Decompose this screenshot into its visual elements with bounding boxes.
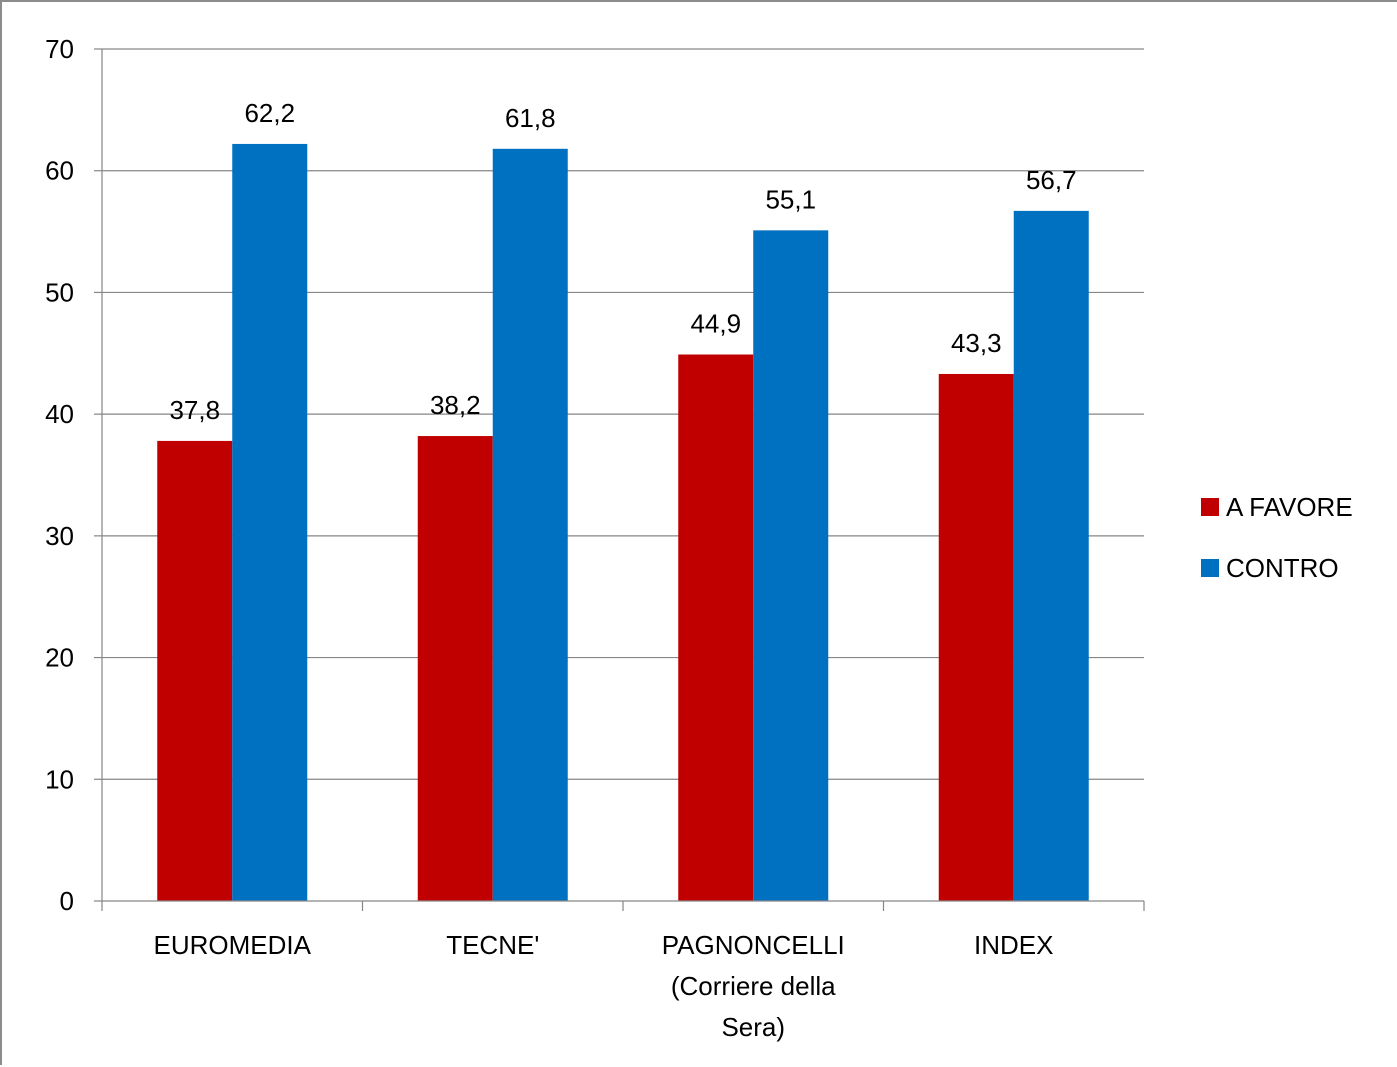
- x-category-label: (Corriere della: [671, 971, 836, 1001]
- x-category-label: Sera): [721, 1012, 785, 1042]
- data-label: 62,2: [244, 98, 295, 128]
- y-tick-label: 0: [60, 886, 74, 916]
- bar-contro-3: [753, 230, 829, 902]
- data-label: 44,9: [690, 309, 741, 339]
- y-tick-label: 30: [45, 521, 74, 551]
- x-category-label: INDEX: [974, 930, 1053, 960]
- data-label: 55,1: [765, 184, 816, 214]
- bar-a-favore-2: [417, 436, 493, 901]
- bar-contro-2: [492, 148, 568, 901]
- legend-swatch: [1201, 498, 1219, 516]
- y-tick-label: 50: [45, 277, 74, 307]
- axes: [94, 48, 1145, 911]
- y-tick-label: 60: [45, 156, 74, 186]
- data-label: 61,8: [505, 103, 556, 133]
- x-category-label: PAGNONCELLI: [662, 930, 845, 960]
- legend-label: A FAVORE: [1226, 492, 1353, 522]
- y-tick-label: 20: [45, 643, 74, 673]
- labels: 0 10 20 30 40 50 60 70 37,8 38,2 44,9 43,3 62,2 61,8 5…: [45, 34, 1076, 1042]
- bar-a-favore-3: [678, 354, 754, 901]
- legend-swatch: [1201, 559, 1219, 577]
- y-tick-label: 10: [45, 764, 74, 794]
- bar-contro-1: [232, 143, 308, 902]
- bar-a-favore-4: [938, 373, 1014, 901]
- legend-label: CONTRO: [1226, 553, 1339, 583]
- bar-contro-4: [1013, 210, 1089, 901]
- data-label: 37,8: [169, 395, 220, 425]
- legend: A FAVORE CONTRO: [1201, 492, 1353, 583]
- y-tick-label: 40: [45, 399, 74, 429]
- data-label: 43,3: [951, 328, 1002, 358]
- y-tick-label: 70: [45, 34, 74, 64]
- bars: [157, 143, 1089, 902]
- bar-a-favore-1: [157, 440, 233, 901]
- x-category-label: TECNE': [446, 930, 539, 960]
- data-label: 38,2: [430, 390, 481, 420]
- x-category-label: EUROMEDIA: [154, 930, 312, 960]
- data-label: 56,7: [1026, 165, 1077, 195]
